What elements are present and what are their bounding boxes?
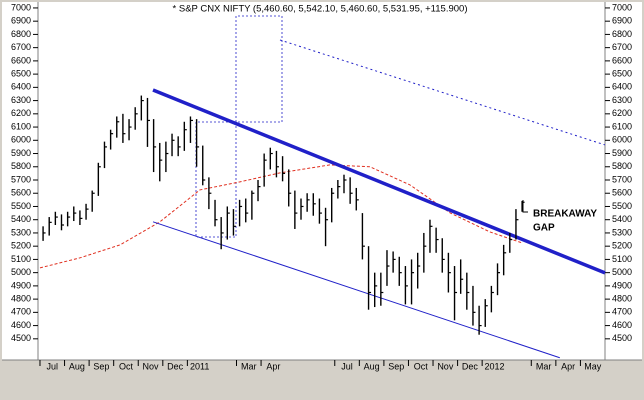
y-tick-label: 4800 (612, 293, 632, 303)
y-tick-label: 6200 (11, 108, 31, 118)
x-tick-label: Sep (93, 361, 109, 371)
y-tick-label: 4700 (11, 307, 31, 317)
y-tick-label: 6400 (612, 82, 632, 92)
dotted-box (195, 122, 237, 238)
x-tick-label: Aug (364, 361, 380, 371)
y-tick-label: 5700 (11, 174, 31, 184)
y-tick-label: 5100 (612, 254, 632, 264)
y-tick-label: 6200 (612, 108, 632, 118)
y-tick-label: 6300 (612, 95, 632, 105)
y-tick-label: 6700 (612, 42, 632, 52)
y-tick-label: 5900 (11, 148, 31, 158)
x-tick-label: Apr (266, 361, 280, 371)
y-tick-label: 6800 (11, 29, 31, 39)
x-tick-label: May (584, 361, 602, 371)
y-tick-label: 5600 (11, 188, 31, 198)
y-tick-label: 6000 (11, 135, 31, 145)
y-tick-label: 5400 (612, 214, 632, 224)
y-tick-label: 6100 (612, 121, 632, 131)
dotted-box (196, 15, 283, 123)
y-tick-label: 7000 (612, 2, 632, 12)
y-tick-label: 6500 (612, 68, 632, 78)
y-tick-label: 4500 (11, 333, 31, 343)
y-tick-label: 5800 (11, 161, 31, 171)
y-tick-label: 6900 (612, 16, 632, 26)
y-tick-label: 4600 (11, 320, 31, 330)
x-tick-label: Sep (388, 361, 404, 371)
y-tick-label: 5300 (612, 227, 632, 237)
y-tick-label: 4500 (612, 333, 632, 343)
drawing-boxes (195, 15, 283, 238)
y-tick-label: 6600 (612, 55, 632, 65)
trend-line (152, 88, 606, 275)
x-tick-label: 2011 (190, 361, 209, 371)
y-tick-label: 5600 (612, 188, 632, 198)
y-tick-label: 6100 (11, 121, 31, 131)
y-tick-label: 4800 (11, 293, 31, 303)
trend-line (279, 39, 606, 146)
y-tick-label: 5300 (11, 227, 31, 237)
y-tick-label: 5700 (612, 174, 632, 184)
y-tick-label: 6500 (11, 68, 31, 78)
annotation: BREAKAWAY (533, 209, 597, 220)
y-tick-label: 6400 (11, 82, 31, 92)
x-tick-label: Oct (414, 361, 429, 371)
x-tick-label: Dec (167, 361, 184, 371)
y-tick-label: 5900 (612, 148, 632, 158)
y-tick-label: 5200 (11, 241, 31, 251)
y-tick-label: 5800 (612, 161, 632, 171)
y-tick-label: 6700 (11, 42, 31, 52)
y-tick-label: 4700 (612, 307, 632, 317)
x-tick-label: Nov (143, 361, 160, 371)
y-tick-label: 6900 (11, 16, 31, 26)
chart-title: * S&P CNX NIFTY (5,460.60, 5,542.10, 5,4… (173, 4, 468, 15)
y-tick-label: 4900 (612, 280, 632, 290)
y-tick-label: 5000 (612, 267, 632, 277)
annotation: GAP (533, 223, 555, 234)
x-tick-label: Oct (119, 361, 134, 371)
panel (2, 2, 642, 360)
y-tick-label: 6300 (11, 95, 31, 105)
x-tick-label: Mar (241, 361, 257, 371)
x-tick-label: Aug (69, 361, 85, 371)
y-tick-label: 5100 (11, 254, 31, 264)
x-tick-label: 2012 (484, 361, 504, 371)
moving-average (39, 164, 523, 269)
y-tick-label: 6800 (612, 29, 632, 39)
y-tick-label: 7000 (11, 2, 31, 12)
y-tick-label: 5400 (11, 214, 31, 224)
x-tick-label: Jul (47, 361, 59, 371)
x-tick-label: Dec (462, 361, 479, 371)
y-tick-label: 5200 (612, 241, 632, 251)
x-tick-label: Nov (437, 361, 454, 371)
y-tick-label: 6600 (11, 55, 31, 65)
y-tick-label: 4600 (612, 320, 632, 330)
x-tick-label: Jul (341, 361, 353, 371)
x-tick-label: Apr (561, 361, 575, 371)
y-tick-label: 4900 (11, 280, 31, 290)
gap-bracket (522, 200, 528, 213)
x-tick-label: Mar (536, 361, 552, 371)
y-tick-label: 6000 (612, 135, 632, 145)
y-tick-label: 5500 (11, 201, 31, 211)
y-tick-label: 5000 (11, 267, 31, 277)
y-tick-label: 5500 (612, 201, 632, 211)
